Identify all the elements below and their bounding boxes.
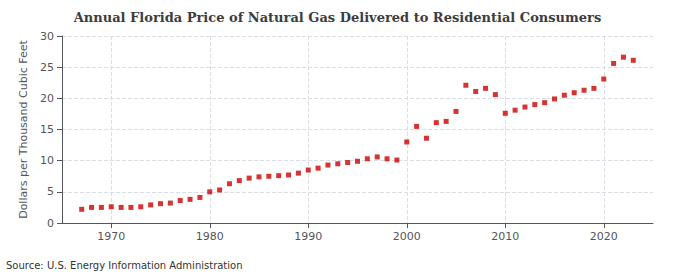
svg-text:15: 15	[40, 123, 54, 136]
svg-text:20: 20	[40, 92, 54, 105]
svg-text:10: 10	[40, 154, 54, 167]
svg-text:2020: 2020	[590, 230, 618, 243]
svg-text:Dollars per Thousand Cubic Fee: Dollars per Thousand Cubic Feet	[17, 39, 30, 218]
svg-text:5: 5	[47, 185, 54, 198]
svg-text:25: 25	[40, 61, 54, 74]
svg-text:30: 30	[40, 30, 54, 43]
svg-text:1990: 1990	[294, 230, 322, 243]
svg-text:Source: U.S. Energy Informatio: Source: U.S. Energy Information Administ…	[6, 260, 243, 271]
svg-text:2010: 2010	[491, 230, 519, 243]
svg-text:1970: 1970	[97, 230, 125, 243]
svg-text:Annual Florida Price of Natura: Annual Florida Price of Natural Gas Deli…	[73, 10, 602, 25]
svg-text:2000: 2000	[393, 230, 421, 243]
svg-text:1980: 1980	[196, 230, 224, 243]
svg-text:0: 0	[47, 217, 54, 230]
